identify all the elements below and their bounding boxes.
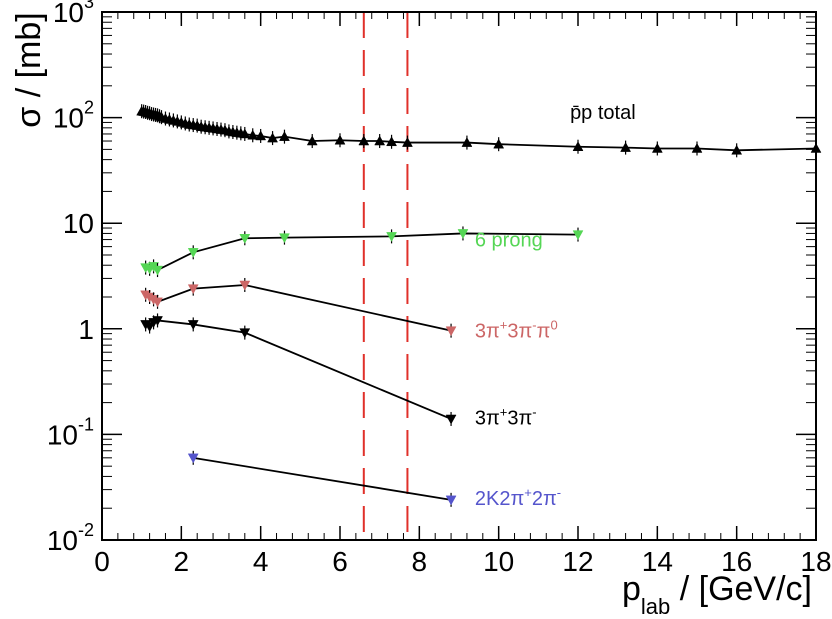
series-line <box>141 110 817 152</box>
data-point <box>572 230 584 241</box>
x-axis-title-sub: lab <box>641 594 670 619</box>
x-tick-label: 16 <box>721 546 752 577</box>
data-point <box>239 234 251 244</box>
series-label-2: 3π+3π-π0 <box>475 318 558 343</box>
data-point <box>306 135 318 146</box>
series-4 <box>187 450 457 507</box>
series-1 <box>140 226 584 278</box>
data-point <box>461 137 473 147</box>
data-point <box>187 248 199 258</box>
data-point <box>267 132 278 143</box>
x-axis-title-rest: / [GeV/c] <box>670 570 812 608</box>
data-point <box>152 316 163 326</box>
data-point <box>445 495 457 506</box>
data-point <box>386 232 397 242</box>
data-point <box>620 142 632 152</box>
y-tick-label: 10 <box>63 208 94 239</box>
y-tick-label: 1 <box>78 314 94 345</box>
series-layer <box>136 104 822 507</box>
data-point <box>457 229 469 239</box>
data-point <box>152 297 163 308</box>
data-point <box>731 144 743 155</box>
x-tick-label: 0 <box>94 546 110 577</box>
y-tick-label: 10-2 <box>47 520 94 556</box>
data-point <box>279 233 290 244</box>
data-point <box>187 284 199 295</box>
x-tick-label: 2 <box>174 546 190 577</box>
y-tick-label: 102 <box>53 98 94 134</box>
series-label-1: 6 prong <box>475 230 543 252</box>
data-point <box>255 130 267 141</box>
x-tick-label: 6 <box>332 546 348 577</box>
data-point <box>493 138 505 149</box>
data-point <box>402 137 413 147</box>
data-point <box>279 131 290 141</box>
series-label-0: p̄p total <box>570 102 636 124</box>
axes-layer: 0 2 4 6 8 10 12 14 16 18 10-2 10-1 1 10 102 103 <box>47 0 832 577</box>
data-point <box>187 453 199 464</box>
data-point <box>445 414 457 425</box>
data-point <box>374 135 386 146</box>
series-label-3: 3π+3π- <box>475 404 537 429</box>
data-point <box>239 328 251 339</box>
data-point <box>572 141 584 151</box>
data-point <box>247 129 259 140</box>
x-axis-title: plab / [GeV/c] <box>622 570 812 619</box>
series-labels: p̄p total 6 prong 3π+3π-π0 3π+3π- 2K2π+2π- <box>475 102 636 510</box>
x-tick-label: 10 <box>483 546 514 577</box>
x-tick-label: 18 <box>800 546 831 577</box>
series-2 <box>140 277 457 338</box>
x-tick-label: 12 <box>562 546 593 577</box>
series-line <box>145 319 452 420</box>
data-point <box>386 136 397 147</box>
plot-frame <box>101 11 817 541</box>
series-line <box>193 456 452 501</box>
data-point <box>187 320 199 330</box>
data-point <box>334 134 346 145</box>
y-tick-label: 10-1 <box>47 414 94 450</box>
data-point <box>691 142 703 153</box>
data-point <box>651 142 663 153</box>
x-tick-label: 14 <box>642 546 673 577</box>
series-0 <box>136 104 822 158</box>
data-point <box>239 280 251 291</box>
x-tick-label: 8 <box>412 546 428 577</box>
data-point <box>445 326 457 337</box>
data-point <box>358 135 370 146</box>
data-point <box>239 128 251 139</box>
data-point <box>152 265 163 276</box>
y-axis-title: σ / [mb] <box>10 12 48 127</box>
x-tick-label: 4 <box>253 546 269 577</box>
reference-vertical-lines <box>362 12 409 540</box>
series-3 <box>140 313 457 426</box>
x-axis-title-main: p <box>622 570 641 608</box>
y-tick-label: 103 <box>53 0 94 28</box>
series-label-4: 2K2π+2π- <box>475 485 561 510</box>
